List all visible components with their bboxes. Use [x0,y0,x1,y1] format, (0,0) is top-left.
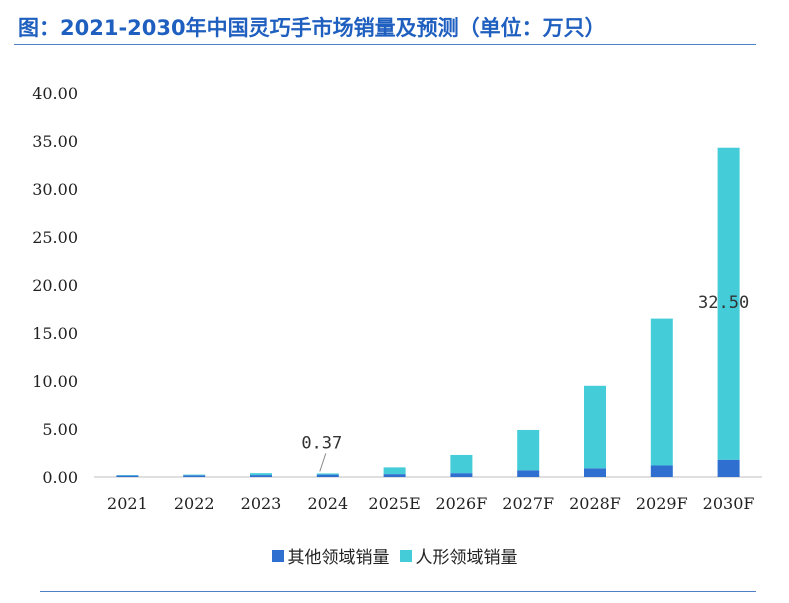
bar-segment-humanoid [383,467,406,475]
data-label: 0.37 [301,433,342,453]
bars-layer [116,147,740,477]
bar-segment-humanoid [517,429,540,471]
bottom-divider [40,591,756,592]
bar-segment-other [316,474,339,477]
bar-segment-other [517,470,540,477]
legend: 其他领域销量 人形领域销量 [0,543,789,568]
bar-segment-other [116,475,139,477]
bar-segment-humanoid [450,454,473,474]
bar-segment-other [450,473,473,477]
legend-label-humanoid: 人形领域销量 [415,548,518,568]
x-tick-label: 2029F [636,494,688,513]
y-tick-label: 30.00 [32,180,78,199]
y-tick-label: 5.00 [42,420,78,439]
bar-segment-other [250,475,272,477]
bar-segment-humanoid [250,473,272,476]
y-axis: 0.00 5.00 10.00 15.00 20.00 25.00 30.00 35.00 40… [32,84,78,487]
data-label: 32.50 [698,293,749,313]
x-axis: 2021 2022 2023 2024 2025E 2026F 2027F 2028F 2029… [94,476,762,513]
bar-segment-humanoid [183,474,206,476]
legend-swatch-other [271,549,284,562]
bar-segment-humanoid [650,318,673,466]
top-divider [14,44,756,45]
y-tick-label: 15.00 [32,324,78,343]
y-tick-label: 35.00 [32,132,78,151]
legend-item-humanoid: 人形领域销量 [399,543,518,568]
x-tick-label: 2030F [703,494,755,513]
bar-segment-other [183,475,206,477]
x-tick-label: 2026F [435,494,487,513]
bar-segment-other [717,459,740,477]
x-tick-label: 2023 [241,494,282,513]
legend-swatch-humanoid [399,549,412,562]
bar-segment-humanoid [316,473,339,475]
x-tick-label: 2024 [307,494,348,513]
y-tick-label: 40.00 [32,84,78,103]
bar-segment-other [650,465,673,477]
x-tick-label: 2022 [174,494,215,513]
bar-segment-other [584,468,606,477]
x-tick-label: 2025E [368,494,420,513]
legend-item-other: 其他领域销量 [271,543,390,568]
annotation-leader-line [319,453,327,472]
y-tick-label: 20.00 [32,276,78,295]
bar-segment-other [383,474,406,477]
bar-segment-humanoid [584,385,606,469]
y-tick-label: 10.00 [32,372,78,391]
y-tick-label: 0.00 [42,468,78,487]
chart-title: 图：2021-2030年中国灵巧手市场销量及预测（单位：万只） [18,16,606,40]
x-tick-label: 2028F [569,494,621,513]
x-tick-label: 2021 [107,494,148,513]
x-tick-label: 2027F [502,494,554,513]
bar-segment-humanoid [717,147,740,460]
legend-label-other: 其他领域销量 [287,548,390,568]
y-tick-label: 25.00 [32,228,78,247]
annotations-layer: 0.37 32.50 [301,293,749,472]
